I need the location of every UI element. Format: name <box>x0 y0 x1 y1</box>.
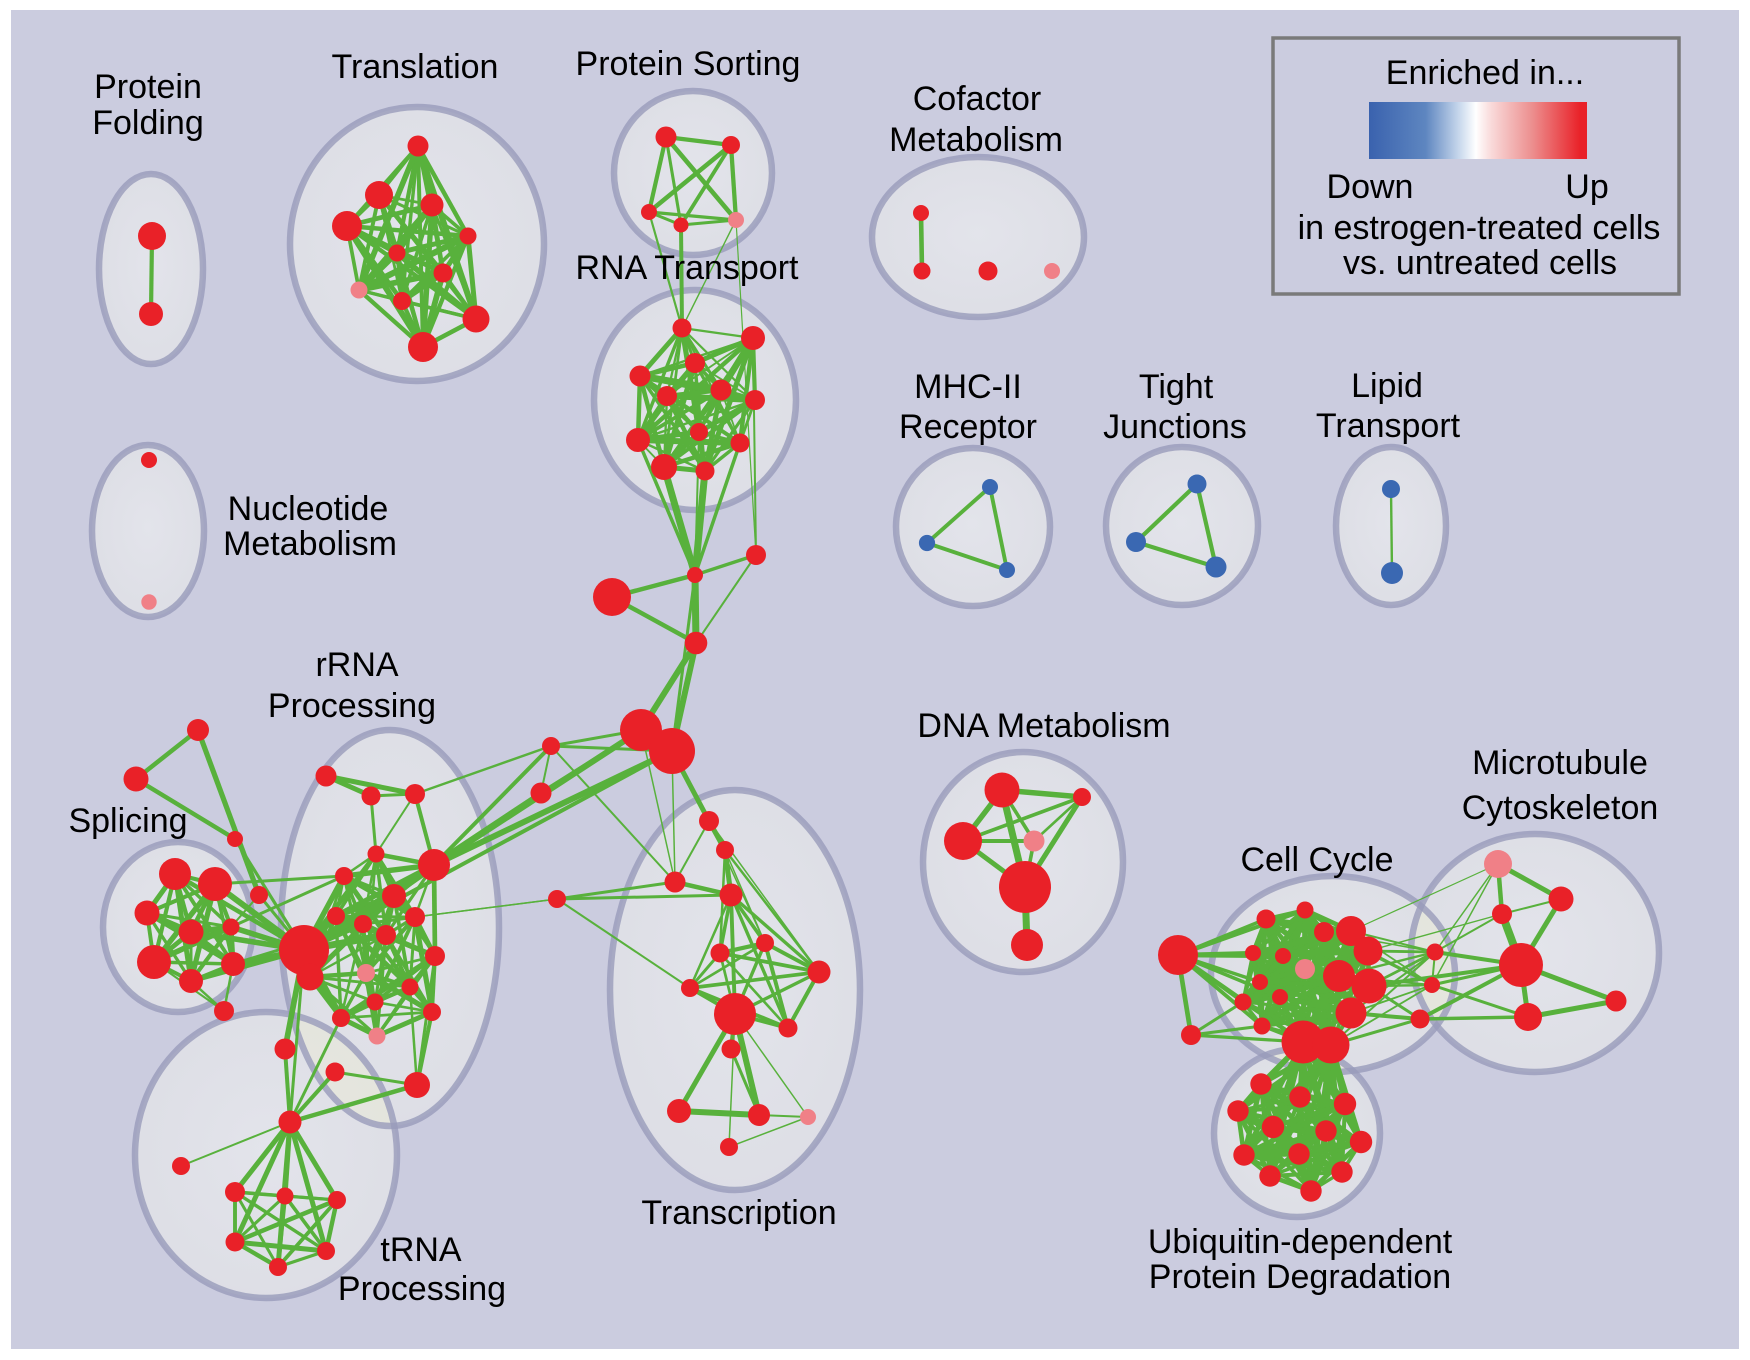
svg-text:Processing: Processing <box>338 1270 506 1308</box>
svg-text:Metabolism: Metabolism <box>223 525 397 563</box>
svg-text:DNA Metabolism: DNA Metabolism <box>917 707 1170 745</box>
svg-text:Lipid: Lipid <box>1351 367 1423 405</box>
svg-text:Protein Degradation: Protein Degradation <box>1149 1258 1451 1296</box>
svg-text:Up: Up <box>1565 168 1608 206</box>
svg-text:Metabolism: Metabolism <box>889 121 1063 159</box>
svg-text:Protein Sorting: Protein Sorting <box>576 45 801 83</box>
svg-text:Transport: Transport <box>1316 407 1461 445</box>
svg-text:RNA Transport: RNA Transport <box>576 249 800 287</box>
svg-text:Protein: Protein <box>94 68 202 106</box>
svg-text:Cytoskeleton: Cytoskeleton <box>1462 789 1659 827</box>
svg-text:Cofactor: Cofactor <box>913 80 1042 118</box>
svg-text:MHC-II: MHC-II <box>914 368 1022 406</box>
svg-text:Transcription: Transcription <box>641 1194 836 1232</box>
svg-text:Junctions: Junctions <box>1103 408 1247 446</box>
svg-text:Splicing: Splicing <box>68 802 187 840</box>
svg-text:Cell Cycle: Cell Cycle <box>1240 841 1393 879</box>
svg-text:Enriched in...: Enriched in... <box>1386 54 1584 92</box>
svg-text:Receptor: Receptor <box>899 408 1037 446</box>
svg-text:Tight: Tight <box>1139 368 1214 406</box>
svg-text:Ubiquitin-dependent: Ubiquitin-dependent <box>1148 1223 1453 1261</box>
svg-text:Processing: Processing <box>268 687 436 725</box>
svg-text:Translation: Translation <box>332 48 499 86</box>
svg-text:tRNA: tRNA <box>380 1231 462 1269</box>
svg-text:Microtubule: Microtubule <box>1472 744 1648 782</box>
svg-text:rRNA: rRNA <box>315 646 398 684</box>
svg-text:Nucleotide: Nucleotide <box>228 490 389 528</box>
svg-text:vs. untreated cells: vs. untreated cells <box>1343 244 1617 282</box>
svg-text:Folding: Folding <box>92 104 204 142</box>
svg-text:in estrogen-treated cells: in estrogen-treated cells <box>1298 209 1661 247</box>
svg-text:Down: Down <box>1327 168 1414 206</box>
